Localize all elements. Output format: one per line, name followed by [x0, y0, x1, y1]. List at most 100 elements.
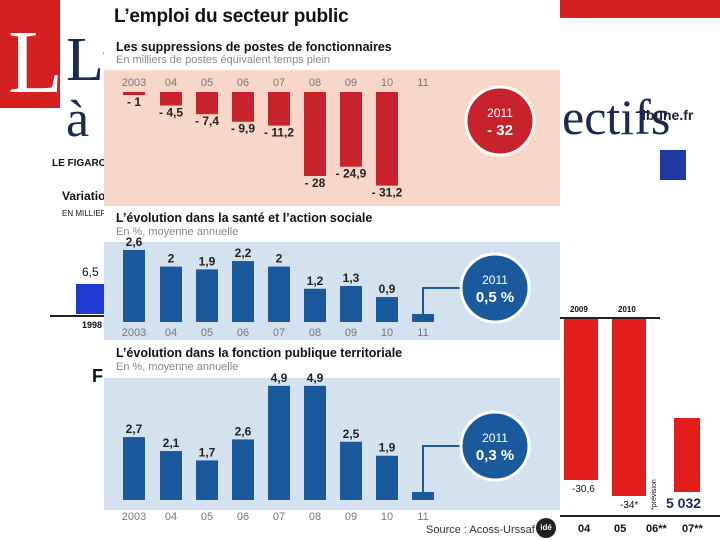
chart-1-value-label-6: - 24,9 — [336, 167, 367, 181]
charts-canvas: 2003 04 05 06 07 08 09 10 11 - 1 - 4,5 - 7,4 - 9,9 - … — [104, 0, 560, 540]
chart-3-tick-7: 10 — [381, 511, 393, 523]
chart-2-tick-4: 07 — [273, 327, 285, 339]
chart-3-tick-2: 05 — [201, 511, 213, 523]
chart-1-tick-0: 2003 — [122, 77, 146, 89]
chart-2-tick-6: 09 — [345, 327, 357, 339]
chart-3-tick-1: 04 — [165, 511, 177, 523]
chart-1-callout-year: 2011 — [487, 106, 513, 120]
chart-3-bar-4 — [268, 386, 290, 500]
bg-blue-s — [660, 150, 686, 180]
chart-1-tick-3: 06 — [237, 77, 249, 89]
chart-3-bar-2011-stub — [412, 492, 434, 500]
chart-1-tick-5: 08 — [309, 77, 321, 89]
chart-1-bar-3 — [232, 92, 254, 122]
bg-paper: LE FIGARO — [52, 158, 107, 169]
chart-3-callout-value: 0,3 % — [476, 447, 514, 464]
bg-right-val-2: -34* — [620, 500, 638, 511]
chart-1-tick-7: 10 — [381, 77, 393, 89]
chart-2-callout-bubble — [461, 254, 529, 322]
chart-3-bar-1 — [160, 451, 182, 500]
chart-2-bar-7 — [376, 297, 398, 322]
left-letter: L — [8, 13, 63, 112]
bg-right-bar-1 — [564, 318, 598, 480]
chart-2-value-label-3: 2,2 — [235, 246, 252, 260]
chart-1-tick-6: 09 — [345, 77, 357, 89]
chart-2-value-label-2: 1,9 — [199, 254, 216, 268]
chart-1-bar-7 — [376, 92, 398, 186]
chart-3-value-label-7: 1,9 — [379, 441, 396, 455]
bg-year-2010: 2010 — [618, 305, 636, 314]
chart-2-bar-4 — [268, 267, 290, 322]
top-right-red-block — [556, 0, 720, 18]
chart-1-value-label-7: - 31,2 — [372, 186, 403, 200]
chart-2-bar-2011-stub — [412, 314, 434, 322]
bg-right-val-3: 5 032 — [666, 495, 701, 511]
chart-2-callout-year: 2011 — [482, 273, 508, 287]
chart-3-tick-5: 08 — [309, 511, 321, 523]
bg-left-value: 6,5 — [82, 265, 99, 279]
infographic: L’emploi du secteur public Les suppressi… — [104, 0, 560, 540]
chart-2-value-label-0: 2,6 — [126, 235, 143, 249]
chart-1-bar-1 — [160, 92, 182, 106]
chart-2-value-label-6: 1,3 — [343, 271, 360, 285]
chart-2-tick-7: 10 — [381, 327, 393, 339]
chart-2-value-label-1: 2 — [168, 252, 175, 266]
chart-2-value-label-5: 1,2 — [307, 274, 324, 288]
chart-3-callout-year: 2011 — [482, 431, 508, 445]
chart-3-tick-0: 2003 — [122, 511, 146, 523]
chart-1-bar-5 — [304, 92, 326, 176]
chart-2-tick-5: 08 — [309, 327, 321, 339]
chart-2-bar-3 — [232, 261, 254, 322]
chart-2-bar-5 — [304, 289, 326, 322]
bg-right-year-1: 04 — [578, 523, 591, 535]
chart-2-callout-line — [423, 288, 461, 314]
chart-3-bar-2 — [196, 460, 218, 500]
chart-3-tick-8: 11 — [417, 511, 428, 523]
chart-1-tick-2: 05 — [201, 77, 213, 89]
chart-3-value-label-6: 2,5 — [343, 427, 360, 441]
chart-2-tick-0: 2003 — [122, 327, 146, 339]
bg-right-bar-2 — [612, 318, 646, 496]
chart-3-value-label-0: 2,7 — [126, 422, 143, 436]
chart-3-tick-4: 07 — [273, 511, 285, 523]
chart-2-bar-2 — [196, 269, 218, 322]
bg-site: ibune.fr — [642, 107, 694, 123]
bg-variation: Variatio — [62, 189, 105, 203]
bg-right-year-4: 07** — [682, 523, 704, 535]
chart-2-bar-1 — [160, 267, 182, 322]
chart-3-bar-7 — [376, 456, 398, 500]
chart-2-bar-0 — [123, 250, 145, 322]
bg-year-2009: 2009 — [570, 305, 588, 314]
chart-1-value-label-1: - 4,5 — [159, 106, 183, 120]
chart-3-bar-3 — [232, 439, 254, 500]
chart-3-callout-line — [423, 446, 461, 492]
chart-1-value-label-0: - 1 — [127, 95, 141, 109]
chart-1-value-label-4: - 11,2 — [264, 126, 294, 140]
ide-logo: idé — [536, 518, 556, 538]
source-note: Source : Acoss-Urssaf — [426, 524, 535, 536]
chart-2-value-label-4: 2 — [276, 252, 283, 266]
chart-3-bar-6 — [340, 442, 362, 500]
chart-1-value-label-2: - 7,4 — [195, 114, 219, 128]
chart-2-tick-2: 05 — [201, 327, 213, 339]
bg-right-year-2: 05 — [614, 523, 626, 535]
chart-1-tick-1: 04 — [165, 77, 177, 89]
chart-2-callout-value: 0,5 % — [476, 289, 514, 306]
bg-right-val-1: -30,6 — [572, 484, 595, 495]
chart-3-value-label-3: 2,6 — [235, 424, 252, 438]
chart-3-value-label-4: 4,9 — [271, 371, 288, 385]
chart-2-tick-8: 11 — [417, 327, 428, 339]
chart-1-value-label-3: - 9,9 — [231, 122, 255, 136]
chart-3-callout-bubble — [461, 412, 529, 480]
chart-3-tick-6: 09 — [345, 511, 357, 523]
chart-1-bar-4 — [268, 92, 290, 126]
chart-1-bar-6 — [340, 92, 362, 167]
chart-3-value-label-1: 2,1 — [163, 436, 180, 450]
chart-2-tick-3: 06 — [237, 327, 249, 339]
bg-right-year-3: 06** — [646, 523, 668, 535]
chart-1-callout-value: - 32 — [487, 122, 513, 139]
chart-2-bar-6 — [340, 286, 362, 322]
chart-3-bar-0 — [123, 437, 145, 500]
chart-2-tick-1: 04 — [165, 327, 177, 339]
chart-3-bar-5 — [304, 386, 326, 500]
